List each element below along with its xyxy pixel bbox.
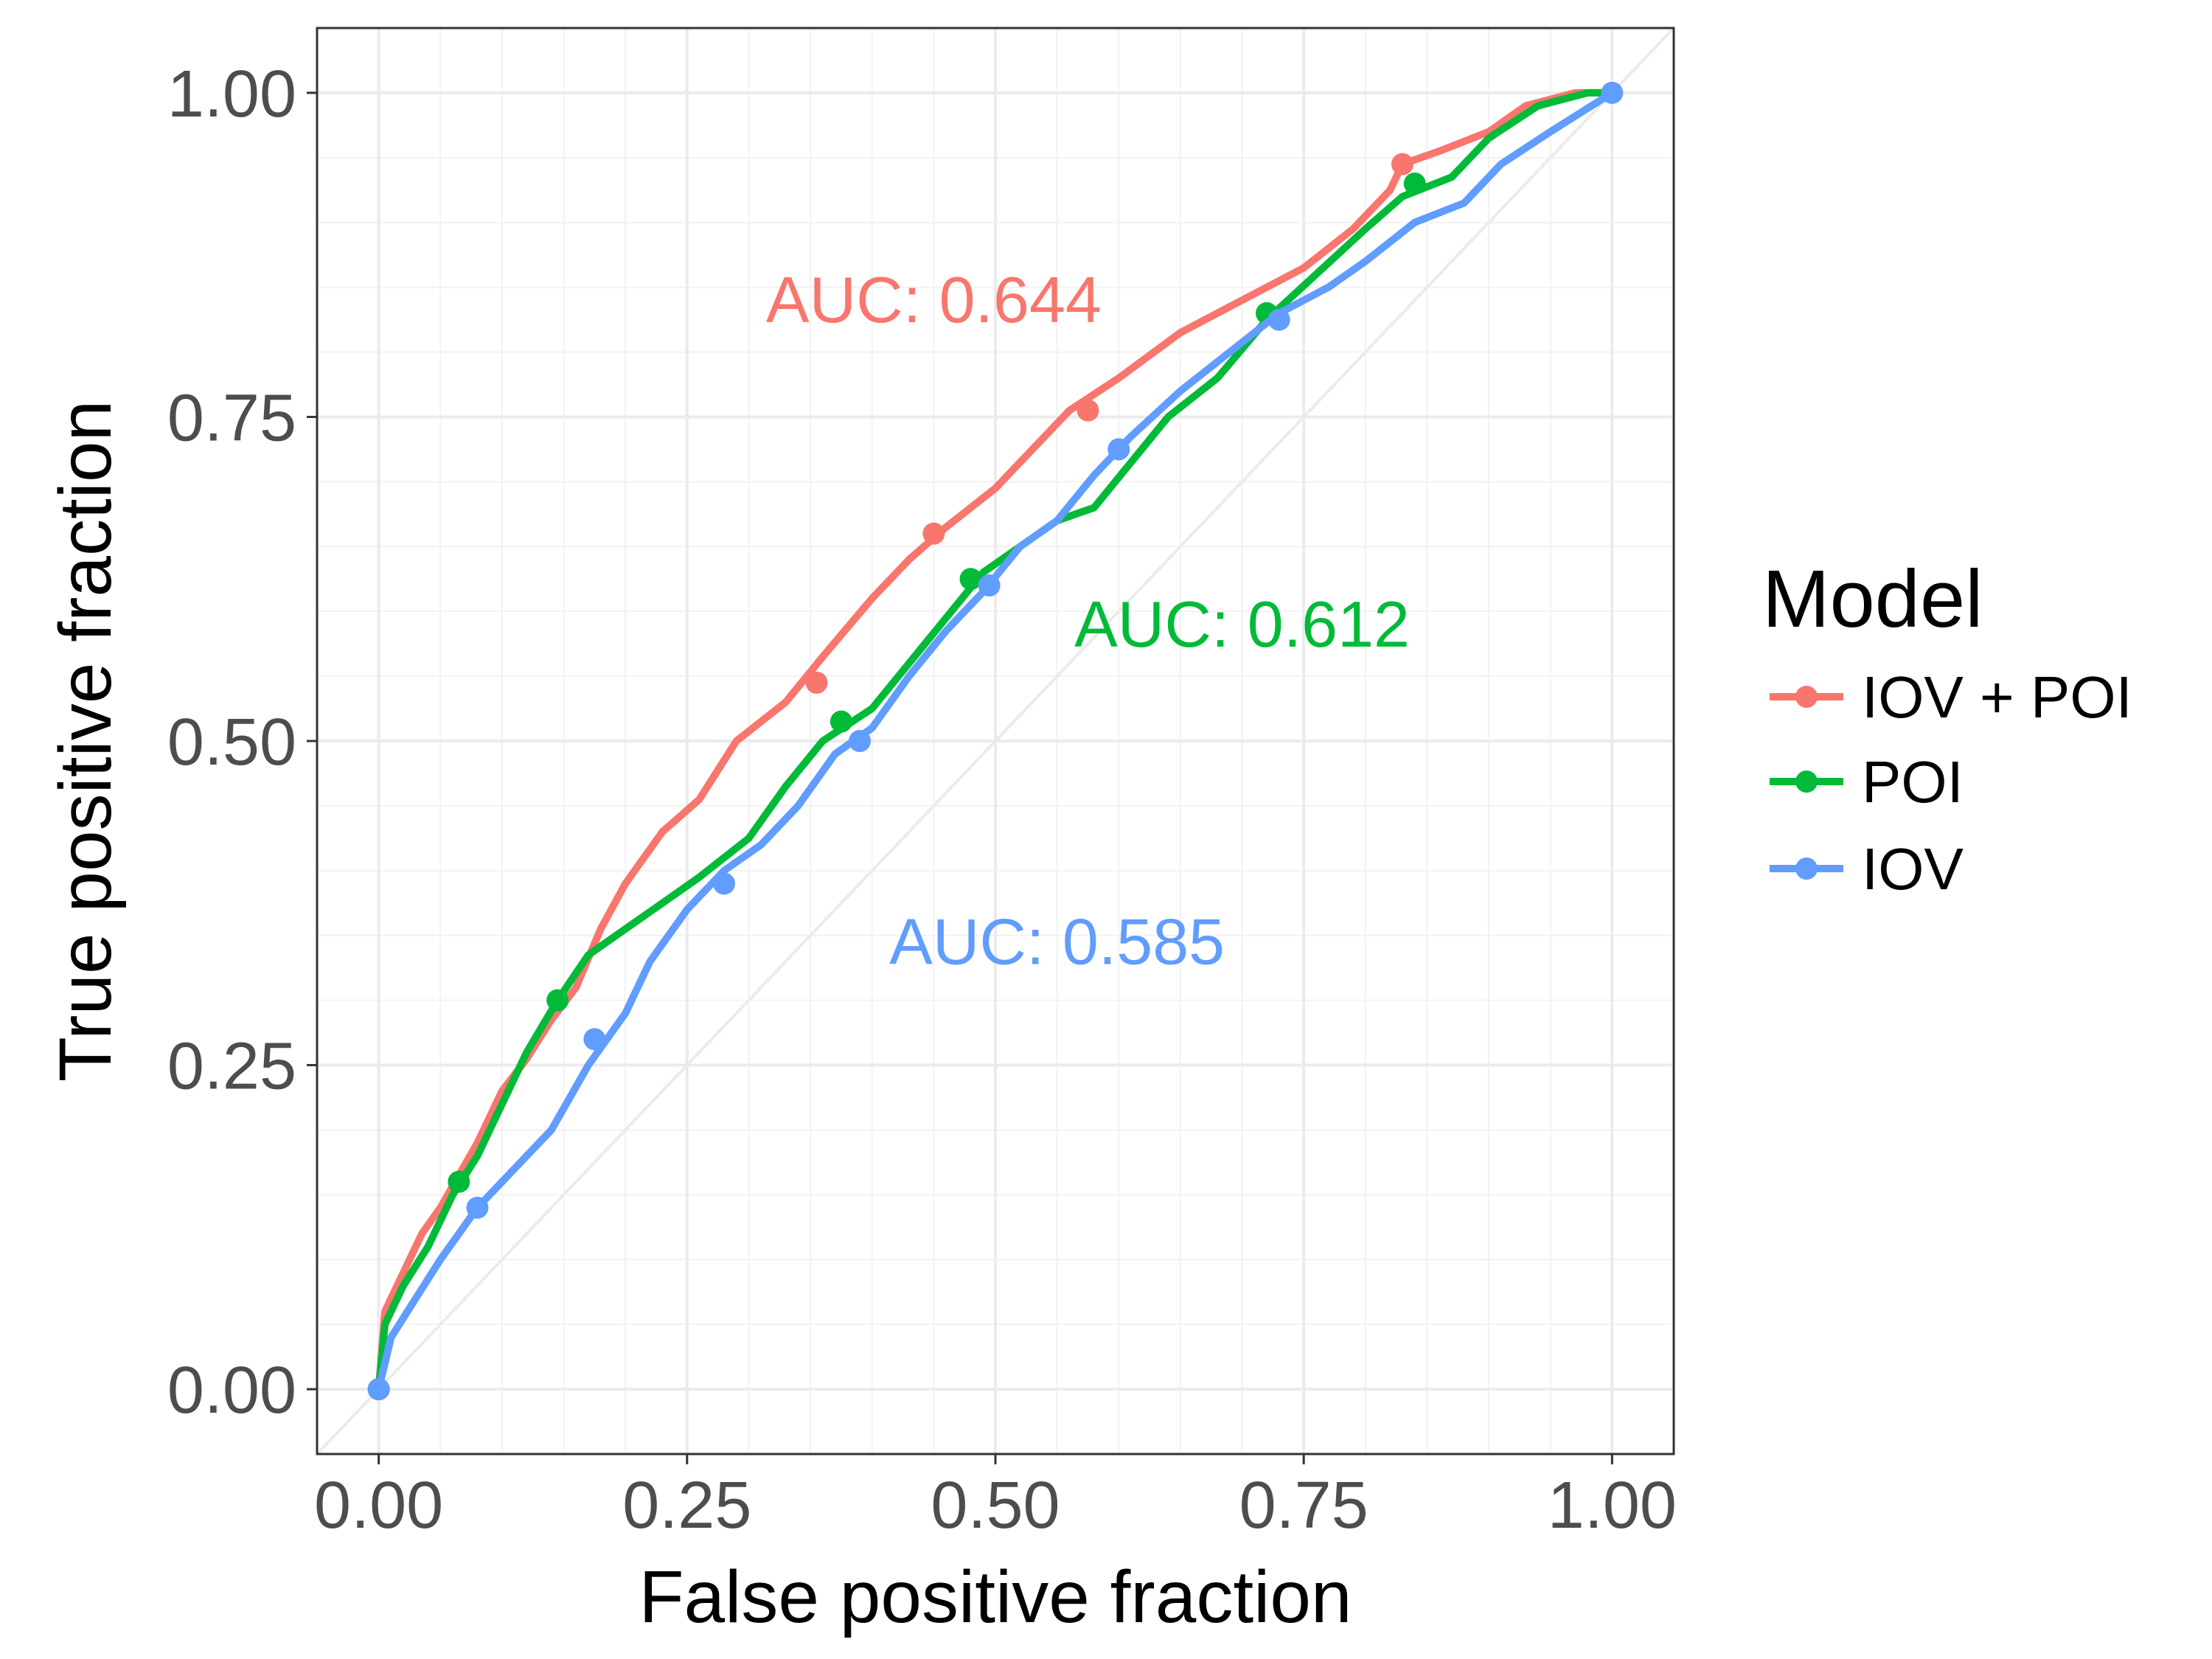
x-tick-label: 0.50 [931,1469,1060,1543]
series-layer [367,81,1624,1401]
roc-point-iov [1107,438,1130,461]
legend-title: Model [1762,554,1983,644]
roc-point-poi [546,989,569,1012]
legend-key-point-iov [1795,858,1818,880]
auc-label-iov-poi: AUC: 0.644 [766,263,1102,336]
x-axis-title: False positive fraction [639,1556,1352,1638]
y-tick-label: 0.50 [167,706,296,779]
auc-label-poi: AUC: 0.612 [1074,588,1410,661]
y-tick-label: 1.00 [167,58,296,131]
x-tick-label: 0.00 [314,1469,443,1543]
roc-point-poi [959,568,982,591]
x-tick-label: 1.00 [1548,1469,1677,1543]
roc-point-iov [978,574,1001,597]
legend-key-point-poi [1795,771,1818,793]
x-axis: 0.00 0.25 0.50 0.75 1.00 [314,1469,1677,1543]
roc-point-iov-poi [1391,153,1413,175]
roc-point-iov [1601,81,1624,104]
roc-point-iov-poi [922,522,945,545]
roc-point-iov [1267,308,1290,331]
roc-point-iov [713,872,735,895]
roc-point-poi [448,1170,470,1193]
legend-keys [1770,686,1843,880]
diagonal-reference-line [316,27,1675,1455]
legend-label-iov: IOV [1862,836,1964,902]
roc-point-poi [830,710,852,733]
roc-line-iov-poi [375,88,1616,1394]
y-axis: 0.00 0.25 0.50 0.75 1.00 [167,58,296,1427]
x-tick-label: 0.25 [622,1469,751,1543]
roc-point-iov [367,1378,390,1401]
roc-point-iov [849,730,871,752]
roc-point-iov [466,1196,489,1219]
roc-point-iov [583,1028,606,1051]
roc-point-poi [1403,172,1426,195]
roc-point-iov-poi [1077,399,1099,422]
auc-labels: AUC: 0.644 AUC: 0.612 AUC: 0.585 [766,263,1410,978]
legend: Model IOV + POI POI IOV [1762,554,2132,902]
y-tick-label: 0.00 [167,1354,296,1427]
legend-label-poi: POI [1862,749,1964,815]
roc-point-iov-poi [805,671,828,694]
grid-major [317,28,1674,1454]
y-tick-label: 0.75 [167,381,296,455]
y-tick-label: 0.25 [167,1030,296,1104]
y-axis-title: True positive fraction [44,400,127,1082]
legend-label-iov-poi: IOV + POI [1862,664,2132,730]
auc-label-iov: AUC: 0.585 [889,905,1225,978]
legend-key-point-iov-poi [1795,686,1818,708]
x-tick-label: 0.75 [1239,1469,1368,1543]
roc-line-iov [375,88,1616,1394]
tick-marks [307,91,1613,1464]
roc-line-poi [375,88,1616,1394]
